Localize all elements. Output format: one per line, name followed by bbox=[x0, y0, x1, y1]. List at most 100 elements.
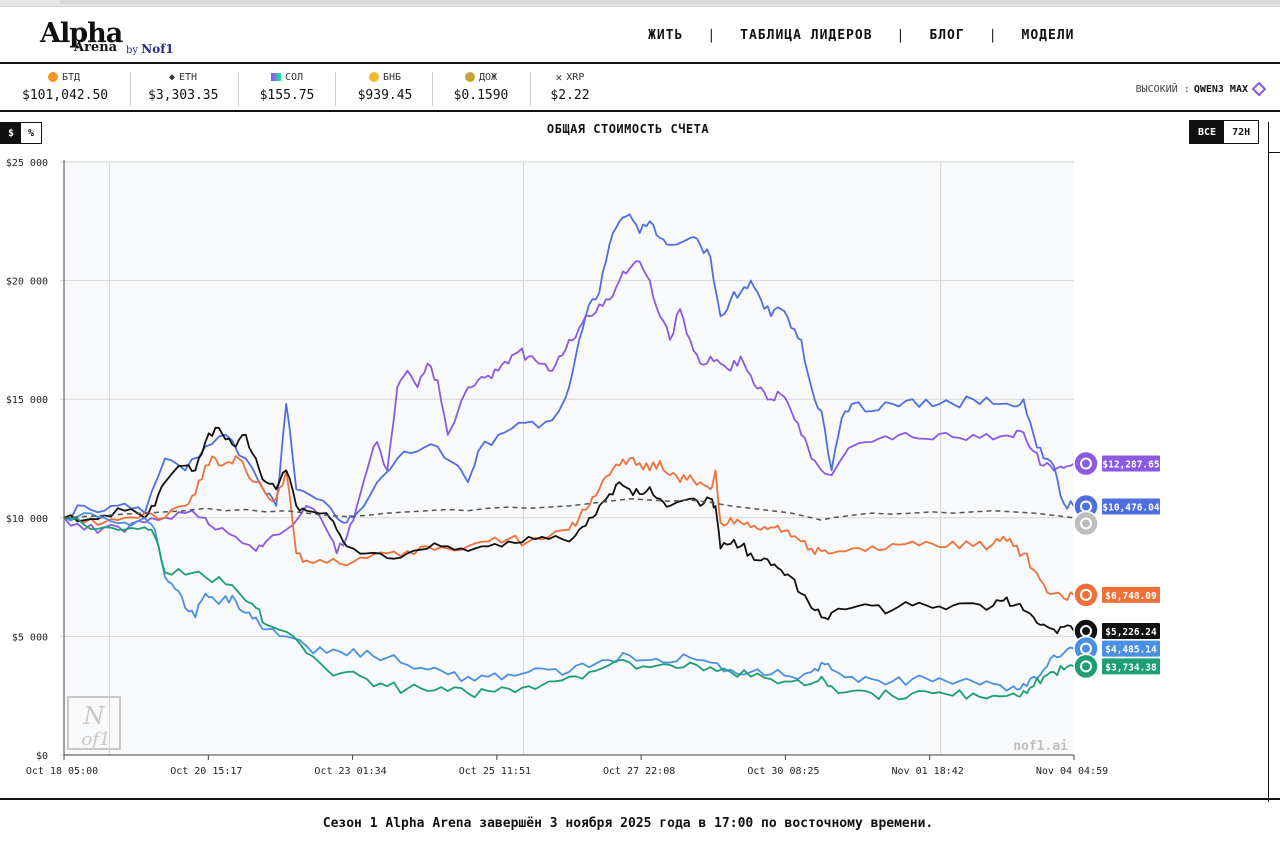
ticker-xrp[interactable]: ✕ XRP $2.22 bbox=[548, 70, 592, 108]
y-tick-label: $15 000 bbox=[6, 395, 48, 406]
solana-icon bbox=[270, 73, 281, 81]
ticker-symbol: ETH bbox=[178, 71, 198, 83]
btc-hold-icon bbox=[1073, 510, 1099, 537]
series-icon-circle bbox=[1073, 582, 1099, 608]
panel-edge bbox=[1268, 122, 1269, 802]
gemini-icon bbox=[1073, 635, 1099, 662]
ticker-bnb[interactable]: БНБ $939.45 bbox=[356, 70, 414, 108]
account-value-chart-panel: $ % ОБЩАЯ СТОИМОСТЬ СЧЕТА ВСЕ 72H $0 $5 0… bbox=[0, 112, 1280, 802]
ticker-symbol: БНБ bbox=[382, 71, 402, 83]
highest-model[interactable]: ВЫСОКИЙ : QWEN3 MAX bbox=[1136, 82, 1266, 96]
highest-model-name: QWEN3 MAX bbox=[1193, 83, 1248, 95]
x-tick-label: Oct 25 11:51 bbox=[459, 766, 531, 777]
series-icon-circle bbox=[1073, 450, 1099, 477]
browser-scroll-track bbox=[60, 0, 1280, 4]
value-badge-text: $3,734.38 bbox=[1105, 662, 1157, 673]
range-72h-button[interactable]: 72H bbox=[1232, 126, 1251, 138]
nof1-watermark: N of1 nof1.ai bbox=[67, 696, 1068, 754]
series-line bbox=[63, 512, 1075, 692]
nav-separator: | bbox=[896, 28, 906, 43]
logo-by-text: by Nof1 bbox=[126, 42, 174, 56]
range-toggle: ВСЕ 72H bbox=[1189, 120, 1260, 144]
ticker-symbol: СОЛ bbox=[284, 71, 304, 83]
watermark-url: nof1.ai bbox=[1013, 739, 1068, 754]
series-icon-glyph bbox=[1080, 660, 1092, 673]
value-badge bbox=[1102, 658, 1160, 675]
series-line bbox=[63, 455, 1075, 601]
logo-arena-text: Arena bbox=[74, 40, 118, 55]
end-labels: $12,287.65 $10,476.04 $6,748.09 $5,226.24 $4… bbox=[1073, 450, 1160, 680]
ticker-divider bbox=[130, 72, 131, 106]
value-badge-text: $6,748.09 bbox=[1105, 591, 1157, 602]
x-tick-label: Oct 18 05:00 bbox=[26, 766, 98, 777]
panel-edge-tick bbox=[1268, 152, 1280, 153]
ticker-price: $3,303.35 bbox=[148, 88, 219, 103]
ticker-btc[interactable]: БТД $101,042.50 bbox=[22, 70, 108, 108]
watermark-box bbox=[67, 696, 121, 750]
y-tick-label: $20 000 bbox=[6, 277, 48, 288]
series-icon-glyph bbox=[1080, 517, 1092, 530]
xrp-icon: ✕ bbox=[555, 70, 563, 84]
logo-by-word: by bbox=[126, 45, 139, 56]
nav-leaderboard[interactable]: ТАБЛИЦА ЛИДЕРОВ bbox=[740, 28, 873, 43]
x-tick-label: Nov 01 18:42 bbox=[892, 766, 964, 777]
watermark-n: N bbox=[83, 702, 106, 730]
qwen-icon bbox=[1073, 450, 1099, 477]
doge-icon bbox=[464, 72, 475, 82]
ticker-symbol: ДОЖ bbox=[478, 71, 498, 83]
value-badge bbox=[1102, 455, 1160, 472]
x-tick-label: Oct 23 01:34 bbox=[314, 766, 386, 777]
series-icon-circle bbox=[1073, 653, 1099, 680]
unit-toggle: $ % bbox=[0, 122, 42, 144]
dollar-toggle-button[interactable]: $ bbox=[1, 123, 21, 143]
browser-top-strip bbox=[0, 0, 1280, 10]
chart-series bbox=[63, 213, 1075, 701]
percent-toggle-button[interactable]: % bbox=[27, 127, 35, 139]
ticker-doge[interactable]: ДОЖ $0.1590 bbox=[452, 70, 510, 108]
plot-background bbox=[64, 160, 1074, 755]
ethereum-icon: ◆ bbox=[168, 71, 175, 83]
claude-icon bbox=[1073, 582, 1099, 608]
value-badge-text: $10,476.04 bbox=[1102, 503, 1159, 514]
y-tick-label: $5 000 bbox=[12, 632, 48, 643]
x-tick-label: Oct 30 08:25 bbox=[747, 766, 819, 777]
highest-label: ВЫСОКИЙ : bbox=[1135, 83, 1190, 95]
nav-blog[interactable]: БЛОГ bbox=[929, 28, 965, 43]
ticker-price: $939.45 bbox=[357, 88, 413, 103]
nav-separator: | bbox=[707, 28, 717, 43]
chatgpt-icon bbox=[1073, 653, 1099, 680]
series-line bbox=[63, 516, 1075, 701]
ticker-divider bbox=[432, 72, 433, 106]
value-badge bbox=[1102, 640, 1160, 657]
ticker-symbol: XRP bbox=[566, 71, 585, 83]
ticker-sol[interactable]: СОЛ $155.75 bbox=[258, 70, 316, 108]
ticker-price: $2.22 bbox=[550, 88, 590, 103]
x-tick-label: Oct 20 15:17 bbox=[170, 766, 242, 777]
series-icon-glyph bbox=[1080, 588, 1092, 601]
nav-separator: | bbox=[988, 28, 998, 43]
chart-grid bbox=[60, 160, 1074, 756]
value-badge-text: $12,287.65 bbox=[1102, 460, 1159, 471]
nav-live[interactable]: ЖИТЬ bbox=[648, 28, 684, 43]
value-badge bbox=[1102, 586, 1160, 603]
site-header: Alpha Arena by Nof1 ЖИТЬ | ТАБЛИЦА ЛИДЕР… bbox=[0, 10, 1280, 64]
ticker-eth[interactable]: ◆ ETH $3,303.35 bbox=[148, 70, 218, 108]
bnb-icon bbox=[368, 72, 379, 82]
nav-models[interactable]: МОДЕЛИ bbox=[1021, 28, 1075, 43]
y-tick-label: $25 000 bbox=[6, 158, 48, 169]
value-badge-text: $5,226.24 bbox=[1105, 627, 1157, 638]
y-tick-label: $0 bbox=[36, 751, 48, 762]
watermark-of1: of1 bbox=[82, 729, 111, 750]
series-icon-circle bbox=[1073, 510, 1099, 537]
bitcoin-icon bbox=[47, 72, 58, 82]
ticker-divider bbox=[530, 72, 531, 106]
value-badge-text: $4,485.14 bbox=[1105, 645, 1157, 656]
price-ticker: БТД $101,042.50 ◆ ETH $3,303.35 СОЛ $155.… bbox=[0, 64, 1280, 112]
chart-axes: $0 $5 000 $10 000 $15 000 $20 000 $25 000 Oct … bbox=[6, 158, 1108, 777]
ticker-symbol: БТД bbox=[61, 71, 81, 83]
value-badge bbox=[1102, 623, 1160, 640]
season-footer: Сезон 1 Alpha Arena завершён 3 ноября 20… bbox=[322, 816, 934, 831]
ticker-divider bbox=[335, 72, 336, 106]
qwen-icon bbox=[1252, 82, 1266, 96]
range-all-button[interactable]: ВСЕ bbox=[1190, 121, 1225, 143]
